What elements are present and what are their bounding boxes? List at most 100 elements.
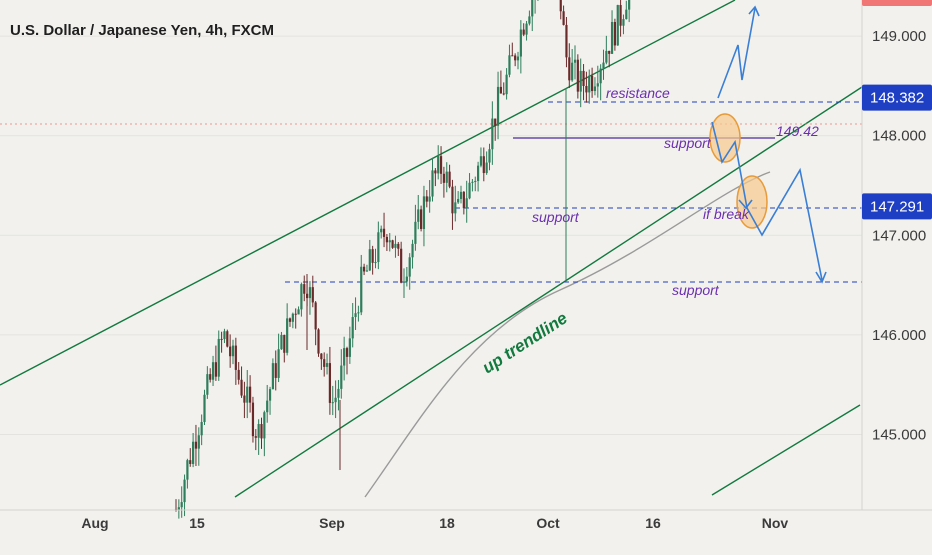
y-tick-label: 149.000: [872, 28, 926, 45]
candle-body: [220, 338, 223, 340]
candle-body: [628, 0, 631, 10]
candle-body: [528, 16, 531, 24]
candle-body: [286, 318, 289, 353]
candle-body: [260, 424, 263, 439]
candle-body: [388, 240, 391, 243]
candle-body: [408, 257, 411, 277]
candle-body: [496, 86, 500, 126]
candle-body: [599, 68, 602, 84]
candle-body: [271, 363, 274, 390]
candle-body: [203, 394, 206, 422]
candle-body: [268, 389, 272, 401]
y-tick-label: 147.000: [872, 227, 926, 244]
candle-body: [605, 50, 608, 63]
candle-body: [593, 86, 597, 92]
candle-body: [297, 309, 300, 315]
annotations: resistance support 149.42 support if bre…: [479, 85, 819, 377]
candle-body: [582, 70, 585, 86]
price-tag-label: 148.382: [870, 90, 924, 107]
candle-body: [354, 313, 357, 318]
candle-body: [251, 402, 255, 437]
candle-body: [576, 59, 579, 92]
candle-body: [277, 349, 280, 378]
price-tag: [862, 0, 932, 7]
candle-body: [374, 262, 377, 264]
candle-body: [331, 402, 334, 404]
x-tick-label: 15: [189, 515, 205, 531]
candle-body: [377, 232, 380, 263]
support-label-bottom: support: [672, 282, 720, 298]
candle-body: [422, 196, 426, 229]
countdown-label: 44:14: [870, 0, 908, 2]
candle-body: [303, 284, 306, 294]
candle-body: [437, 156, 440, 174]
x-tick-label: 18: [439, 515, 455, 531]
candle-body: [394, 243, 397, 248]
candle-body: [428, 196, 431, 202]
y-axis-ticks: 145.000146.000147.000148.000149.000150.0…: [872, 28, 926, 444]
candle-body: [380, 228, 383, 233]
candle-body: [382, 228, 386, 237]
bullish-arrowhead: [748, 5, 760, 17]
candle-body: [462, 191, 465, 209]
candle-body: [288, 318, 292, 322]
y-axis-panel: [862, 0, 932, 550]
candle-body: [451, 186, 454, 214]
candle-body: [608, 50, 611, 54]
support-label-mid: support: [532, 209, 580, 225]
channel-lower-line: [234, 86, 863, 498]
candle-body: [442, 173, 445, 183]
candle-body: [231, 345, 235, 357]
candle-body: [619, 5, 622, 26]
candle-body: [243, 395, 246, 403]
highlight-circle-top: [709, 113, 741, 163]
candle-body: [391, 240, 394, 248]
candle-body: [579, 70, 582, 92]
candle-body: [368, 249, 371, 271]
candle-body: [397, 243, 400, 249]
candle-body: [482, 156, 485, 174]
candle-body: [308, 287, 312, 299]
price-tag-label: 147.291: [870, 198, 924, 215]
candle-body: [291, 313, 294, 322]
candle-body: [491, 118, 494, 150]
sma-line: [364, 171, 771, 498]
candle-body: [229, 346, 232, 357]
candle-body: [183, 479, 186, 503]
candle-body: [400, 248, 403, 283]
candle-body: [211, 362, 215, 380]
candle-body: [363, 266, 366, 272]
x-tick-label: Nov: [762, 515, 789, 531]
candle-body: [240, 379, 243, 396]
candle-body: [214, 362, 217, 377]
support-label-top: support: [664, 135, 712, 151]
candle-body: [485, 162, 488, 174]
candle-body: [343, 348, 346, 366]
candle-body: [591, 75, 594, 92]
candle-body: [249, 386, 252, 403]
candle-body: [197, 435, 200, 449]
candle-body: [209, 374, 212, 380]
value-14942-label: 149.42: [776, 123, 819, 139]
candle-body: [588, 75, 591, 93]
candle-body: [411, 243, 414, 258]
candle-body: [474, 180, 477, 182]
candle-body: [177, 507, 180, 510]
candle-body: [206, 374, 209, 395]
candle-body: [186, 460, 189, 480]
candle-body: [300, 284, 303, 310]
candle-body: [417, 209, 420, 222]
candle-body: [625, 9, 628, 20]
candle-body: [596, 83, 599, 87]
y-tick-label: 145.000: [872, 427, 926, 444]
candle-body: [459, 191, 463, 199]
candle-body: [414, 221, 417, 244]
candle-body: [499, 86, 502, 94]
mid-arrowhead: [738, 199, 753, 210]
candle-body: [340, 365, 343, 389]
candle-body: [622, 19, 625, 26]
if-break-label: if break: [703, 206, 750, 222]
candle-body: [385, 236, 388, 243]
resistance-label: resistance: [606, 85, 670, 101]
